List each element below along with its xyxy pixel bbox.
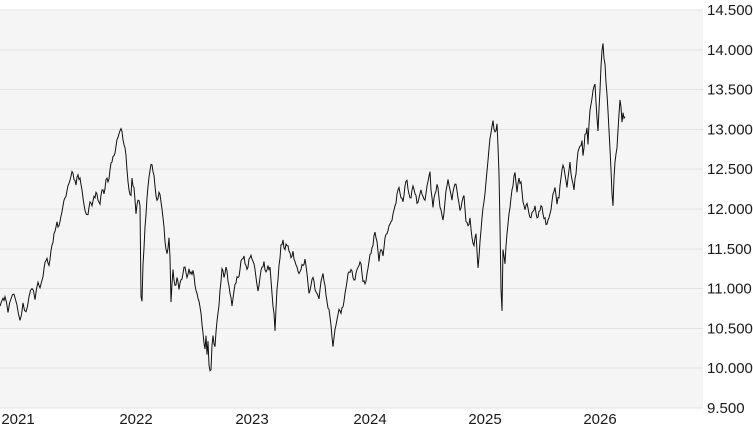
y-tick-label: 12.500 — [707, 161, 753, 178]
y-tick-label: 14.500 — [707, 2, 753, 19]
x-tick-label: 2025 — [468, 411, 501, 428]
y-tick-label: 11.500 — [707, 241, 752, 258]
price-line — [0, 43, 626, 372]
x-tick-label: 2022 — [119, 411, 152, 428]
y-tick-label: 14.000 — [707, 42, 753, 59]
y-tick-label: 12.000 — [707, 201, 753, 218]
x-tick-label: 2024 — [353, 411, 386, 428]
y-tick-label: 11.000 — [707, 281, 752, 298]
x-tick-label: 2021 — [1, 411, 34, 428]
x-tick-label: 2023 — [235, 411, 268, 428]
y-tick-label: 10.000 — [707, 360, 753, 377]
y-tick-label: 13.000 — [707, 121, 753, 138]
x-tick-label: 2026 — [583, 411, 616, 428]
y-tick-label: 13.500 — [707, 82, 753, 99]
y-tick-label: 9.500 — [707, 400, 745, 417]
y-tick-label: 10.500 — [707, 320, 753, 337]
